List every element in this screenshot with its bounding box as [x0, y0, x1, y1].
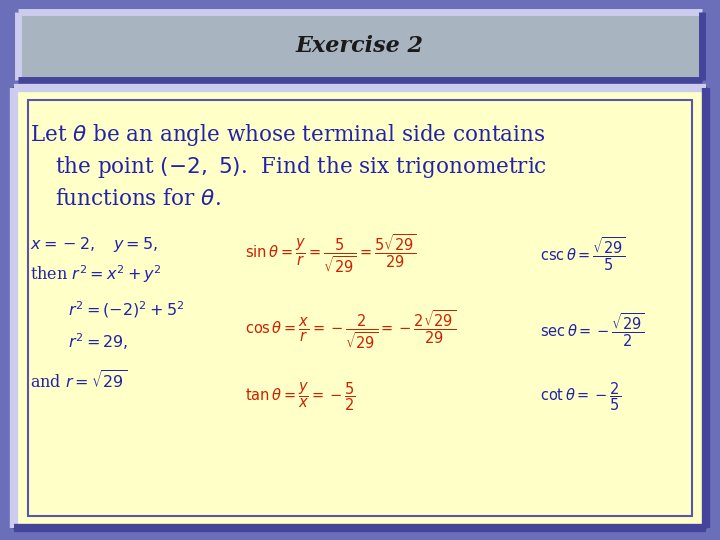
Text: $x = -2, \quad y = 5,$: $x = -2, \quad y = 5,$: [30, 235, 158, 254]
Text: the point $(-2,\ 5)$.  Find the six trigonometric: the point $(-2,\ 5)$. Find the six trigo…: [55, 154, 547, 180]
Text: $\sec\theta = -\dfrac{\sqrt{29}}{2}$: $\sec\theta = -\dfrac{\sqrt{29}}{2}$: [540, 311, 644, 349]
Text: $\tan\theta = \dfrac{y}{x} = -\dfrac{5}{2}$: $\tan\theta = \dfrac{y}{x} = -\dfrac{5}{…: [245, 381, 356, 413]
Text: $\cot\theta = -\dfrac{2}{5}$: $\cot\theta = -\dfrac{2}{5}$: [540, 381, 621, 413]
Bar: [14, 88, 706, 528]
Text: and $r = \sqrt{29}$: and $r = \sqrt{29}$: [30, 371, 127, 393]
Text: functions for $\theta$.: functions for $\theta$.: [55, 188, 221, 210]
Bar: [28, 100, 692, 516]
Text: then $r^2 = x^2 + y^2$: then $r^2 = x^2 + y^2$: [30, 263, 162, 285]
Text: $\cos\theta = \dfrac{x}{r} = -\dfrac{2}{\sqrt{29}} = -\dfrac{2\sqrt{29}}{29}$: $\cos\theta = \dfrac{x}{r} = -\dfrac{2}{…: [245, 309, 456, 351]
Text: $r^2 = 29,$: $r^2 = 29,$: [68, 332, 128, 352]
Text: $\sin\theta = \dfrac{y}{r} = \dfrac{5}{\sqrt{29}} = \dfrac{5\sqrt{29}}{29}$: $\sin\theta = \dfrac{y}{r} = \dfrac{5}{\…: [245, 233, 416, 275]
Text: Exercise 2: Exercise 2: [296, 35, 424, 57]
Text: Let $\theta$ be an angle whose terminal side contains: Let $\theta$ be an angle whose terminal …: [30, 122, 546, 148]
Text: $\csc\theta = \dfrac{\sqrt{29}}{5}$: $\csc\theta = \dfrac{\sqrt{29}}{5}$: [540, 235, 626, 273]
Bar: [18, 12, 702, 80]
Text: $r^2 = (-2)^2 + 5^2$: $r^2 = (-2)^2 + 5^2$: [68, 300, 184, 320]
